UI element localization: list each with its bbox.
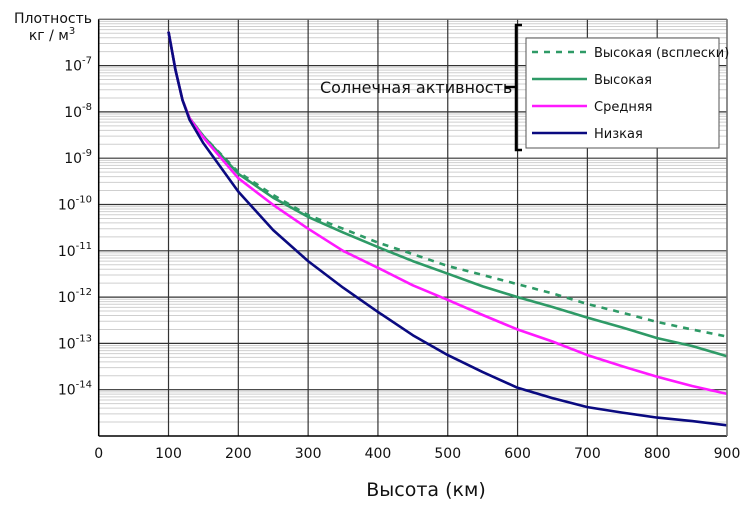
x-tick-label: 800 — [644, 446, 671, 462]
y-tick-label: 10-11 — [58, 241, 92, 260]
y-tick-exponent: -7 — [82, 56, 92, 67]
legend-label: Низкая — [594, 127, 643, 142]
y-tick-base: 10 — [58, 290, 76, 306]
x-axis-label: Высота (км) — [366, 479, 486, 501]
legend-label: Высокая (всплески) — [594, 46, 729, 61]
y-axis-label-line1: Плотность — [14, 11, 92, 27]
y-tick-label: 10-8 — [64, 102, 92, 121]
y-tick-exponent: -11 — [76, 241, 92, 252]
y-tick-exponent: -9 — [82, 148, 92, 159]
series-line-Высокая-(всплески) — [167, 31, 728, 338]
series-lines — [167, 31, 728, 427]
x-tick-label: 0 — [94, 446, 103, 462]
y-axis-unit: кг / м — [29, 28, 69, 44]
y-tick-exponent: -13 — [76, 333, 92, 344]
y-tick-label: 10-7 — [64, 56, 92, 75]
legend: Солнечная активность Высокая (всплески)В… — [320, 23, 729, 152]
y-tick-exponent: -8 — [82, 102, 92, 113]
x-tick-label: 400 — [365, 446, 392, 462]
y-tick-exponent: -14 — [76, 380, 92, 391]
x-tick-label: 500 — [434, 446, 461, 462]
x-tick-label: 900 — [714, 446, 741, 462]
y-tick-label: 10-12 — [58, 287, 92, 306]
y-tick-base: 10 — [64, 151, 82, 167]
y-tick-base: 10 — [64, 105, 82, 121]
y-tick-base: 10 — [64, 59, 82, 75]
y-tick-base: 10 — [58, 336, 76, 352]
y-axis-label-line2: кг / м3 — [29, 26, 75, 44]
x-tick-label: 600 — [504, 446, 531, 462]
y-tick-base: 10 — [58, 383, 76, 399]
legend-box — [525, 37, 720, 149]
legend-bracket — [505, 23, 522, 152]
x-tick-label: 200 — [225, 446, 252, 462]
y-tick-label: 10-10 — [58, 195, 92, 214]
x-tick-label: 700 — [574, 446, 601, 462]
legend-title: Солнечная активность — [320, 78, 512, 97]
y-tick-label: 10-13 — [58, 333, 92, 352]
x-tick-label: 300 — [295, 446, 322, 462]
y-tick-exponent: -10 — [76, 195, 92, 206]
legend-label: Высокая — [594, 73, 652, 88]
series-line-Низкая — [167, 31, 728, 427]
y-tick-label: 10-9 — [64, 148, 92, 167]
x-tick-label: 100 — [155, 446, 182, 462]
y-tick-base: 10 — [58, 244, 76, 260]
y-axis-unit-exponent: 3 — [69, 26, 75, 37]
legend-items: Высокая (всплески) Высокая Средняя Низкая — [532, 46, 729, 142]
y-tick-base: 10 — [58, 198, 76, 214]
grid — [98, 18, 728, 436]
legend-label: Средняя — [594, 100, 652, 115]
y-tick-exponent: -12 — [76, 287, 92, 298]
axes: 0 100 200 300 400 500 600 700 800 90010-710-810-9… — [58, 18, 741, 462]
y-tick-label: 10-14 — [58, 380, 92, 399]
